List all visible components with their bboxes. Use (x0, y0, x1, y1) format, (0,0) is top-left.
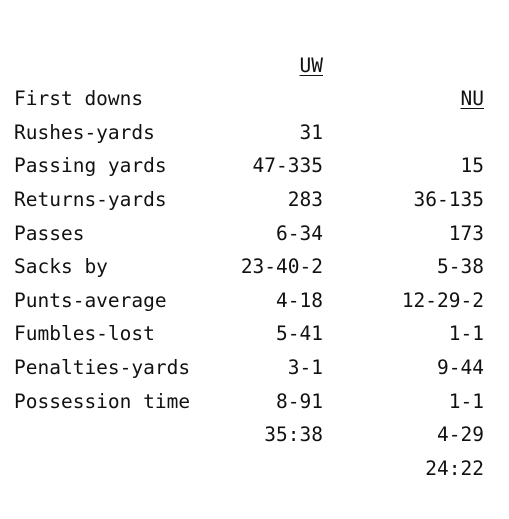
stat-label: First downs (14, 87, 144, 111)
team-b-value: 173 (448, 221, 484, 245)
team-a-header: UW (299, 53, 323, 77)
stat-label: Rushes-yards (14, 120, 155, 144)
stat-label: Penalties-yards (14, 355, 191, 379)
team-b-value: 9-44 (437, 355, 484, 379)
stat-row: Sacks by 4-18 1-1 (14, 217, 489, 345)
team-a-value: 8-91 (276, 389, 323, 413)
stat-label: Fumbles-lost (14, 322, 155, 346)
stat-row: Rushes-yards 47-335 36-135 (14, 82, 489, 211)
team-a-value: 35:38 (264, 423, 323, 447)
team-a-value: 4-18 (276, 288, 323, 312)
team-a-value: 23-40-2 (240, 255, 323, 279)
team-b-header: NU (460, 87, 484, 111)
team-b-value: 24:22 (425, 456, 484, 480)
stat-row: Passing yards 283 173 (14, 116, 489, 244)
stat-label: Returns-yards (14, 187, 167, 211)
stat-label: Sacks by (14, 255, 108, 279)
team-b-value: 1-1 (448, 322, 484, 346)
stat-row: Punts-average 5-41 9-44 (14, 250, 489, 379)
team-a-value: 283 (287, 187, 323, 211)
team-stats-table: UW NU First downs 31 15 Rushes-yards 47-… (14, 15, 489, 480)
team-a-value: 47-335 (252, 154, 323, 178)
stat-row: Penalties-yards 8-91 4-29 (14, 317, 489, 446)
team-b-value: 4-29 (437, 423, 484, 447)
stat-label: Passes (14, 221, 85, 245)
team-b-value: 12-29-2 (401, 288, 484, 312)
stat-row: Possession time 35:38 24:22 (14, 351, 489, 480)
stat-row: Fumbles-lost 3-1 1-1 (14, 284, 489, 412)
header-row: UW NU (14, 15, 489, 111)
stat-label: Possession time (14, 389, 191, 413)
team-b-value: 36-135 (413, 187, 484, 211)
stat-label: Passing yards (14, 154, 167, 178)
team-a-value: 6-34 (276, 221, 323, 245)
team-b-value: 1-1 (448, 389, 484, 413)
team-b-value: 15 (460, 154, 484, 178)
stat-row: First downs 31 15 (14, 49, 489, 177)
team-a-value: 5-41 (276, 322, 323, 346)
team-a-value: 3-1 (287, 355, 323, 379)
stat-row: Returns-yards 6-34 5-38 (14, 149, 489, 278)
stat-label: Punts-average (14, 288, 167, 312)
stat-row: Passes 23-40-2 12-29-2 (14, 183, 489, 312)
team-b-value: 5-38 (437, 255, 484, 279)
team-a-value: 31 (299, 120, 323, 144)
